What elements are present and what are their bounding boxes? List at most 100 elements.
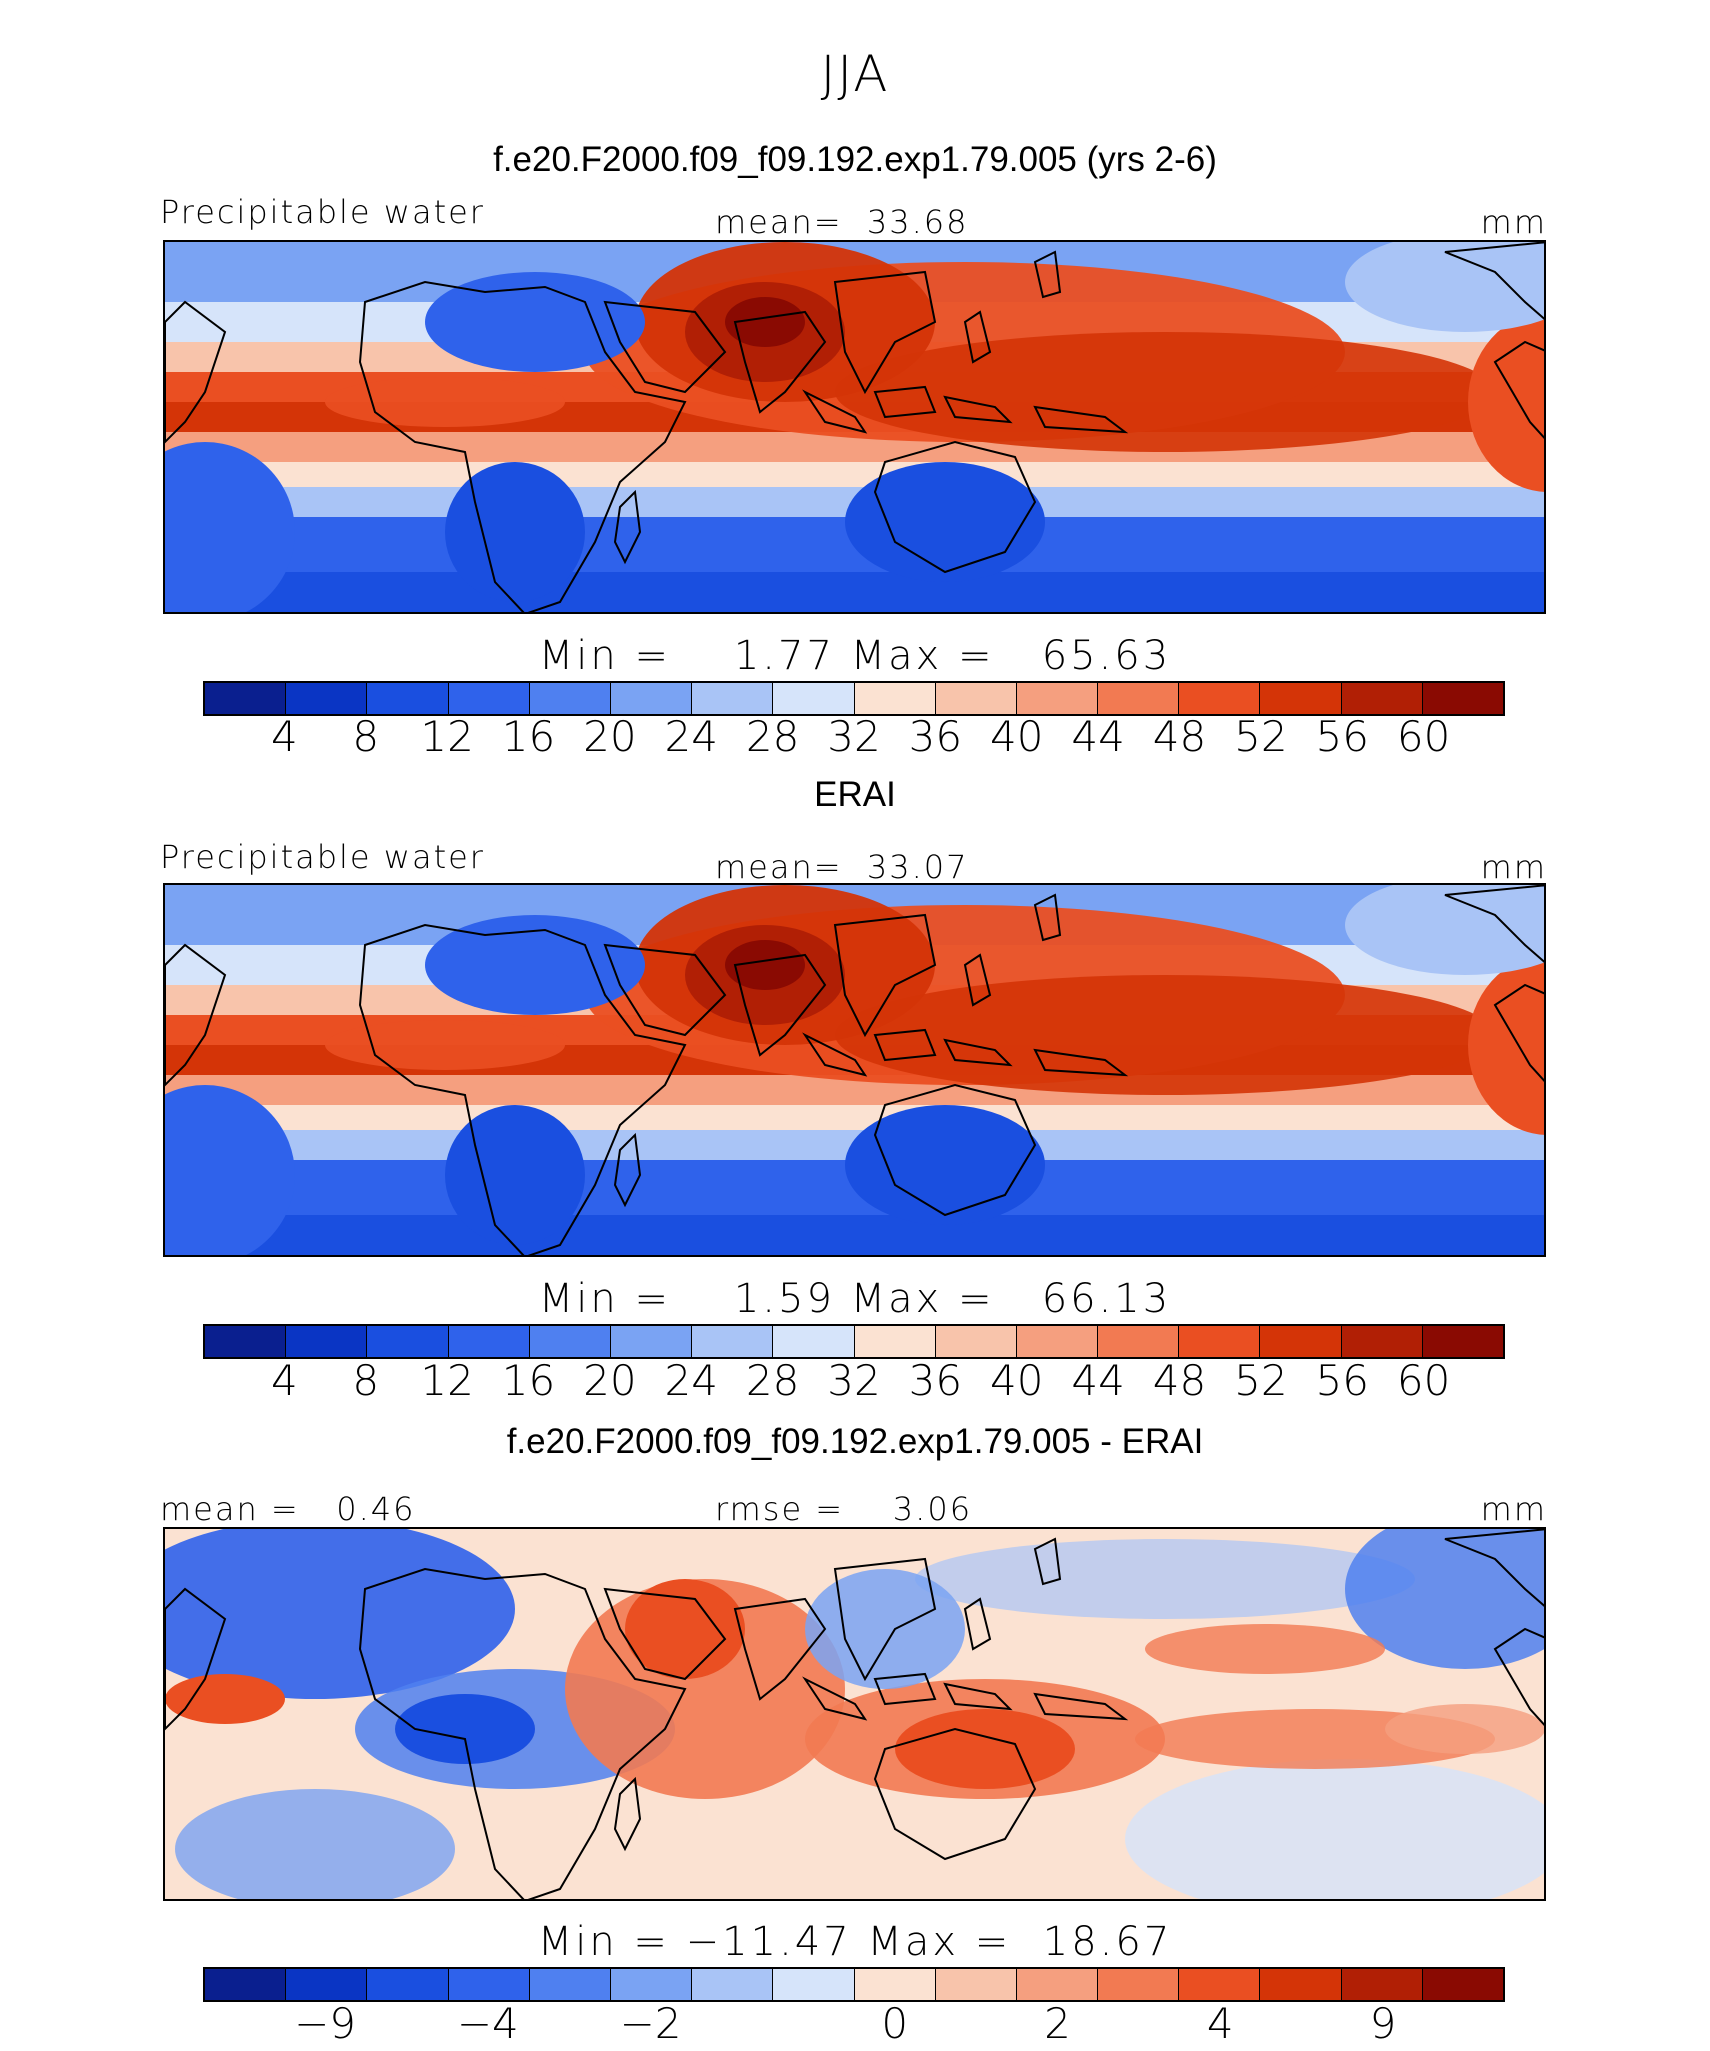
colorbar-tick-label: 12 (420, 1356, 474, 1405)
panel-1-title: f.e20.F2000.f09_f09.192.exp1.79.005 (yrs… (493, 140, 1217, 179)
colorbar-tick-label: 36 (908, 1356, 963, 1405)
colorbar-swatch (1422, 1969, 1503, 2000)
colorbar-swatch (1098, 1326, 1180, 1357)
panel-2-center-label: mean= 33.07 (715, 848, 969, 886)
colorbar-swatch (1016, 1326, 1099, 1357)
panel-1-center-label: mean= 33.68 (715, 203, 969, 241)
colorbar-swatch (773, 683, 855, 714)
colorbar-swatch (1179, 1326, 1261, 1357)
colorbar-swatch (286, 683, 368, 714)
colorbar-swatch (1341, 683, 1423, 714)
colorbar-swatch (610, 1969, 693, 2000)
panel-3-colorbar-ticks: −9 −4 −2 0 2 4 9 (203, 1999, 1505, 2049)
colorbar-tick-label: 8 (352, 1356, 380, 1405)
colorbar-swatch (935, 1969, 1017, 2000)
colorbar-tick-label: 8 (352, 712, 380, 761)
panel-1-map (163, 240, 1546, 614)
colorbar-swatch (448, 683, 530, 714)
colorbar-tick-label: 44 (1071, 712, 1125, 761)
colorbar-swatch (448, 1326, 530, 1357)
colorbar-swatch (205, 1326, 287, 1357)
panel-2-colorbar-ticks: 4 8 12 16 20 24 28 32 36 40 44 48 52 56 60 (203, 1356, 1505, 1406)
colorbar-swatch (692, 1969, 774, 2000)
colorbar-swatch (529, 1969, 611, 2000)
colorbar-swatch (448, 1969, 530, 2000)
colorbar-swatch (1179, 1969, 1261, 2000)
colorbar-tick-label: 4 (1206, 1999, 1234, 2048)
colorbar-tick-label: 4 (271, 1356, 298, 1405)
colorbar-tick-label: 32 (827, 712, 881, 761)
colorbar-swatch (692, 683, 774, 714)
colorbar-swatch (1341, 1326, 1423, 1357)
colorbar-tick-label: 28 (745, 712, 800, 761)
map-field (165, 1529, 1544, 1899)
panel-2-left-label: Precipitable water (160, 838, 485, 876)
colorbar-swatch (1016, 683, 1099, 714)
colorbar-tick-label: 56 (1315, 712, 1369, 761)
colorbar-swatch (529, 683, 611, 714)
colorbar-tick-label: 40 (990, 712, 1044, 761)
panel-3-colorbar (203, 1967, 1505, 2002)
colorbar-tick-label: 12 (420, 712, 474, 761)
colorbar-tick-label: −9 (294, 1999, 357, 2048)
panel-1-colorbar-ticks: 4 8 12 16 20 24 28 32 36 40 44 48 52 56 60 (203, 712, 1505, 762)
colorbar-swatch (854, 1326, 936, 1357)
colorbar-tick-label: 20 (583, 1356, 637, 1405)
colorbar-tick-label: 52 (1234, 712, 1288, 761)
panel-3-left-label: mean = 0.46 (160, 1490, 416, 1528)
colorbar-swatch (1098, 1969, 1180, 2000)
colorbar-swatch (935, 683, 1017, 714)
colorbar-swatch (1341, 1969, 1423, 2000)
colorbar-tick-label: −4 (456, 1999, 519, 2048)
colorbar-tick-label: 2 (1044, 1999, 1071, 2048)
panel-2-min-max: Min = 1.59 Max = 66.13 (538, 1276, 1172, 1322)
map-field (165, 242, 1544, 612)
colorbar-tick-label: 0 (881, 1999, 909, 2048)
colorbar-swatch (854, 1969, 936, 2000)
colorbar-tick-label: 44 (1071, 1356, 1125, 1405)
panel-2-units-label: mm (1480, 848, 1547, 886)
colorbar-swatch (1260, 683, 1342, 714)
colorbar-tick-label: 60 (1396, 1356, 1451, 1405)
colorbar-tick-label: 52 (1234, 1356, 1288, 1405)
colorbar-tick-label: 48 (1152, 1356, 1207, 1405)
colorbar-swatch (610, 1326, 693, 1357)
panel-1-min-max: Min = 1.77 Max = 65.63 (538, 633, 1172, 679)
panel-3-units-label: mm (1480, 1490, 1547, 1528)
panel-1-units-label: mm (1480, 203, 1547, 241)
colorbar-swatch (1016, 1969, 1099, 2000)
colorbar-swatch (286, 1969, 368, 2000)
colorbar-tick-label: 48 (1152, 712, 1207, 761)
colorbar-swatch (286, 1326, 368, 1357)
colorbar-tick-label: 4 (271, 712, 298, 761)
colorbar-tick-label: 60 (1396, 712, 1451, 761)
panel-2-map (163, 883, 1546, 1257)
colorbar-swatch (1260, 1969, 1342, 2000)
colorbar-tick-label: 16 (501, 1356, 556, 1405)
colorbar-swatch (529, 1326, 611, 1357)
map-field (165, 885, 1544, 1255)
colorbar-swatch (1260, 1326, 1342, 1357)
colorbar-tick-label: −2 (619, 1999, 682, 2048)
colorbar-tick-label: 36 (908, 712, 963, 761)
colorbar-tick-label: 40 (990, 1356, 1044, 1405)
colorbar-tick-label: 9 (1369, 1999, 1397, 2048)
colorbar-swatch (367, 1326, 449, 1357)
colorbar-swatch (367, 683, 449, 714)
colorbar-swatch (773, 1326, 855, 1357)
colorbar-tick-label: 56 (1315, 1356, 1369, 1405)
panel-2-title: ERAI (814, 775, 896, 814)
colorbar-swatch (1422, 1326, 1503, 1357)
colorbar-tick-label: 24 (664, 1356, 718, 1405)
colorbar-tick-label: 16 (501, 712, 556, 761)
colorbar-swatch (1098, 683, 1180, 714)
colorbar-swatch (692, 1326, 774, 1357)
panel-3-min-max: Min = −11.47 Max = 18.67 (537, 1919, 1173, 1965)
colorbar-tick-label: 24 (664, 712, 718, 761)
colorbar-tick-label: 32 (827, 1356, 881, 1405)
panel-3-map (163, 1527, 1546, 1901)
colorbar-swatch (773, 1969, 855, 2000)
colorbar-swatch (854, 683, 936, 714)
colorbar-swatch (1422, 683, 1503, 714)
colorbar-tick-label: 28 (745, 1356, 800, 1405)
